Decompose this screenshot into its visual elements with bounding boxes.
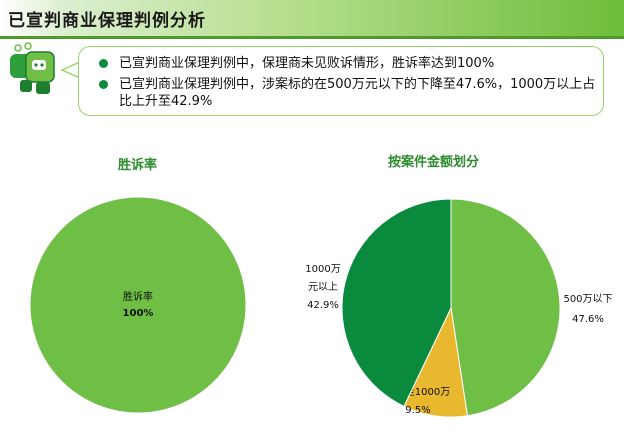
speech-bubble-tail [60, 61, 81, 79]
summary-bullet-text: 已宣判商业保理判例中，保理商未见败诉情形，胜诉率达到100% [119, 56, 495, 71]
summary-bubble: 已宣判商业保理判例中，保理商未见败诉情形，胜诉率达到100% 已宣判商业保理判例… [78, 46, 604, 116]
slice-label: 500万以下 [563, 294, 612, 305]
slice-label: 1000万 [305, 264, 340, 275]
pie-slice [341, 198, 452, 408]
summary-bullet: 已宣判商业保理判例中，保理商未见败诉情形，胜诉率达到100% [97, 55, 597, 72]
summary-bullet: 已宣判商业保理判例中，涉案标的在500万元以下的下降至47.6%，1000万以上… [97, 76, 597, 110]
slice-value-label: 100% [123, 308, 154, 319]
chart-title-amount: 按案件金额划分 [388, 155, 480, 170]
pie-slice [29, 196, 247, 414]
slice-value-label: 9.5% [405, 405, 430, 416]
title-divider [0, 36, 624, 39]
summary-bullet-text: 已宣判商业保理判例中，涉案标的在500万元以下的下降至47.6%，1000万以上… [119, 77, 596, 109]
summary-bullets: 已宣判商业保理判例中，保理商未见败诉情形，胜诉率达到100% 已宣判商业保理判例… [97, 55, 597, 110]
green-mascot-icon [10, 42, 55, 94]
slice-label: 元以上 [308, 281, 338, 293]
page-title: 已宣判商业保理判例分析 [8, 11, 206, 31]
pie-slice [450, 198, 561, 417]
title-bar: 已宣判商业保理判例分析 [0, 0, 624, 36]
chart-title-win-rate: 胜诉率 [118, 158, 158, 173]
pie-chart-win-rate: 胜诉率 100% [29, 196, 247, 414]
slice-value-label: 47.6% [572, 314, 604, 325]
slice-value-label: 42.9% [307, 300, 339, 311]
slice-label: 胜诉率 [123, 290, 153, 303]
bullet-dot-icon [99, 59, 108, 68]
bullet-dot-icon [99, 80, 108, 89]
